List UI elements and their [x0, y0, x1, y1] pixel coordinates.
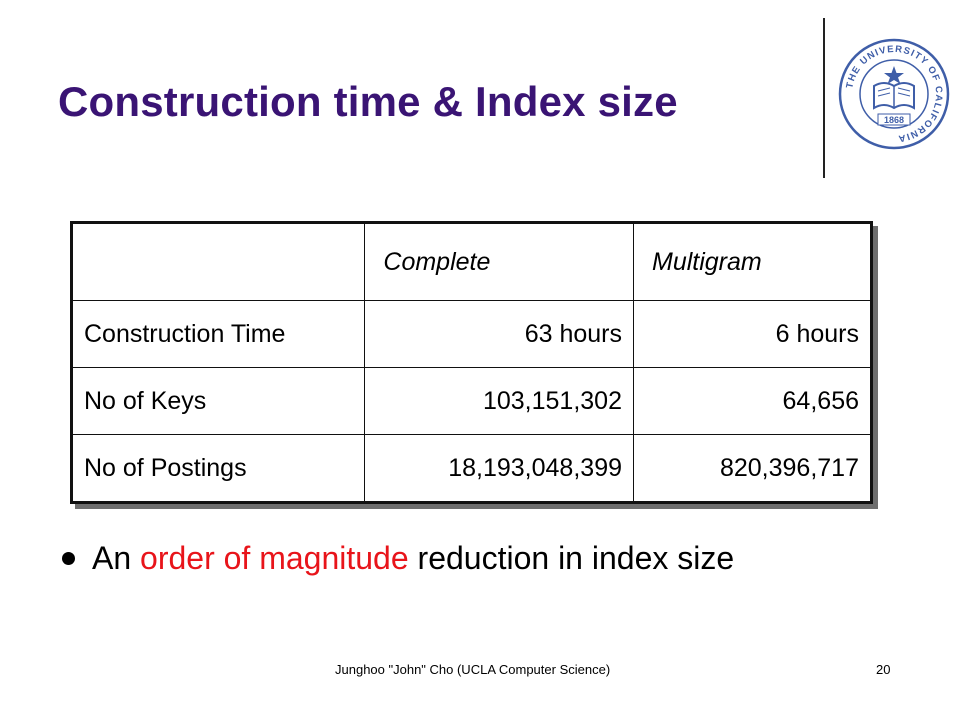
bullet-text: An order of magnitude reduction in index… — [92, 540, 734, 577]
table-cell: 63 hours — [364, 300, 634, 368]
table-header-row: Complete Multigram — [70, 222, 872, 301]
table-row: No of Postings 18,193,048,399 820,396,71… — [70, 434, 872, 503]
bullet-text-after: reduction in index size — [408, 540, 735, 576]
table-header-cell — [70, 222, 366, 301]
bullet-dot-icon — [62, 552, 75, 565]
page-number: 20 — [876, 662, 891, 677]
footer-credit: Junghoo "John" Cho (UCLA Computer Scienc… — [335, 662, 611, 677]
seal-year: 1868 — [884, 115, 904, 125]
table-cell: 103,151,302 — [364, 367, 634, 435]
university-of-california-seal-icon: THE UNIVERSITY OF CALIFORNIA 1868 — [838, 38, 950, 150]
table-row: No of Keys 103,151,302 64,656 — [70, 367, 872, 435]
title-divider — [823, 18, 825, 178]
row-label: Construction Time — [70, 300, 366, 368]
table-cell: 6 hours — [633, 300, 872, 368]
bullet-point: An order of magnitude reduction in index… — [62, 540, 734, 577]
table-cell: 64,656 — [633, 367, 872, 435]
table-header-cell: Complete — [364, 222, 634, 301]
row-label: No of Postings — [70, 434, 366, 503]
comparison-table: Complete Multigram Construction Time 63 … — [70, 221, 873, 504]
table-cell: 18,193,048,399 — [364, 434, 634, 503]
table-cell: 820,396,717 — [633, 434, 872, 503]
table-row: Construction Time 63 hours 6 hours — [70, 300, 872, 368]
row-label: No of Keys — [70, 367, 366, 435]
table-header-cell: Multigram — [633, 222, 872, 301]
slide-title: Construction time & Index size — [58, 78, 678, 125]
bullet-highlight: order of magnitude — [140, 540, 409, 576]
bullet-text-before: An — [92, 540, 141, 576]
